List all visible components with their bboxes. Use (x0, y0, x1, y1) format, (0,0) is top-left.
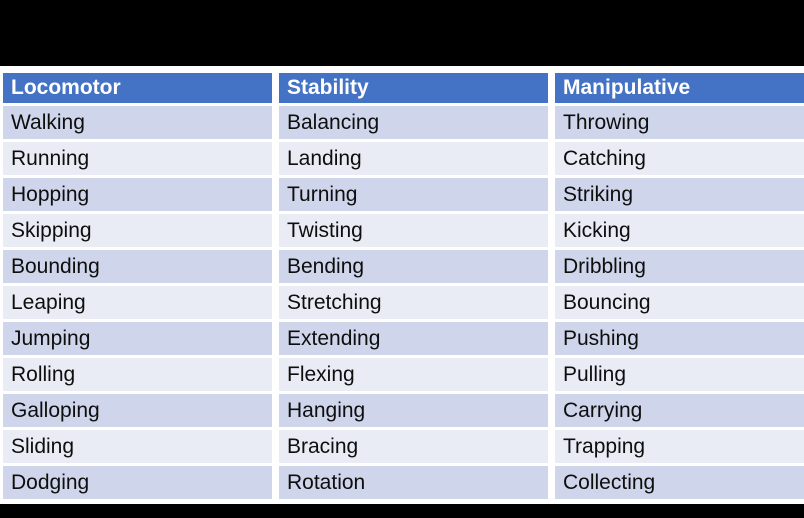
column-header-locomotor: Locomotor (3, 73, 272, 103)
table-cell: Twisting (279, 214, 548, 247)
table-cell: Landing (279, 142, 548, 175)
table-cell: Rolling (3, 358, 272, 391)
table-row: Dodging Rotation Collecting (3, 466, 804, 499)
table-cell: Running (3, 142, 272, 175)
table-row: Walking Balancing Throwing (3, 106, 804, 139)
table-cell: Dodging (3, 466, 272, 499)
table-row: Jumping Extending Pushing (3, 322, 804, 355)
table-cell: Rotation (279, 466, 548, 499)
table-row: Hopping Turning Striking (3, 178, 804, 211)
table-cell: Jumping (3, 322, 272, 355)
table-cell: Hanging (279, 394, 548, 427)
table-cell: Carrying (555, 394, 804, 427)
header-row: Locomotor Stability Manipulative (3, 73, 804, 103)
top-letterbox-bar (0, 0, 804, 66)
table-row: Sliding Bracing Trapping (3, 430, 804, 463)
table-row: Leaping Stretching Bouncing (3, 286, 804, 319)
bottom-letterbox-bar (0, 504, 804, 518)
table-cell: Bending (279, 250, 548, 283)
table-cell: Dribbling (555, 250, 804, 283)
table-cell: Bounding (3, 250, 272, 283)
table-row: Bounding Bending Dribbling (3, 250, 804, 283)
table-cell: Sliding (3, 430, 272, 463)
table-cell: Striking (555, 178, 804, 211)
fundamental-movement-skills-table: Locomotor Stability Manipulative Walking… (0, 70, 804, 502)
table-cell: Turning (279, 178, 548, 211)
table-cell: Walking (3, 106, 272, 139)
table-cell: Kicking (555, 214, 804, 247)
table-cell: Collecting (555, 466, 804, 499)
table-cell: Throwing (555, 106, 804, 139)
table-row: Rolling Flexing Pulling (3, 358, 804, 391)
table-cell: Bracing (279, 430, 548, 463)
table-cell: Bouncing (555, 286, 804, 319)
table-cell: Pushing (555, 322, 804, 355)
table-cell: Pulling (555, 358, 804, 391)
table-cell: Catching (555, 142, 804, 175)
table-row: Galloping Hanging Carrying (3, 394, 804, 427)
table-cell: Extending (279, 322, 548, 355)
table-cell: Hopping (3, 178, 272, 211)
column-header-stability: Stability (279, 73, 548, 103)
table-cell: Trapping (555, 430, 804, 463)
table-cell: Stretching (279, 286, 548, 319)
table-cell: Galloping (3, 394, 272, 427)
table-cell: Flexing (279, 358, 548, 391)
table-cell: Leaping (3, 286, 272, 319)
table-cell: Skipping (3, 214, 272, 247)
table-cell: Balancing (279, 106, 548, 139)
column-header-manipulative: Manipulative (555, 73, 804, 103)
table-area: Locomotor Stability Manipulative Walking… (0, 66, 804, 504)
table-row: Running Landing Catching (3, 142, 804, 175)
table-row: Skipping Twisting Kicking (3, 214, 804, 247)
